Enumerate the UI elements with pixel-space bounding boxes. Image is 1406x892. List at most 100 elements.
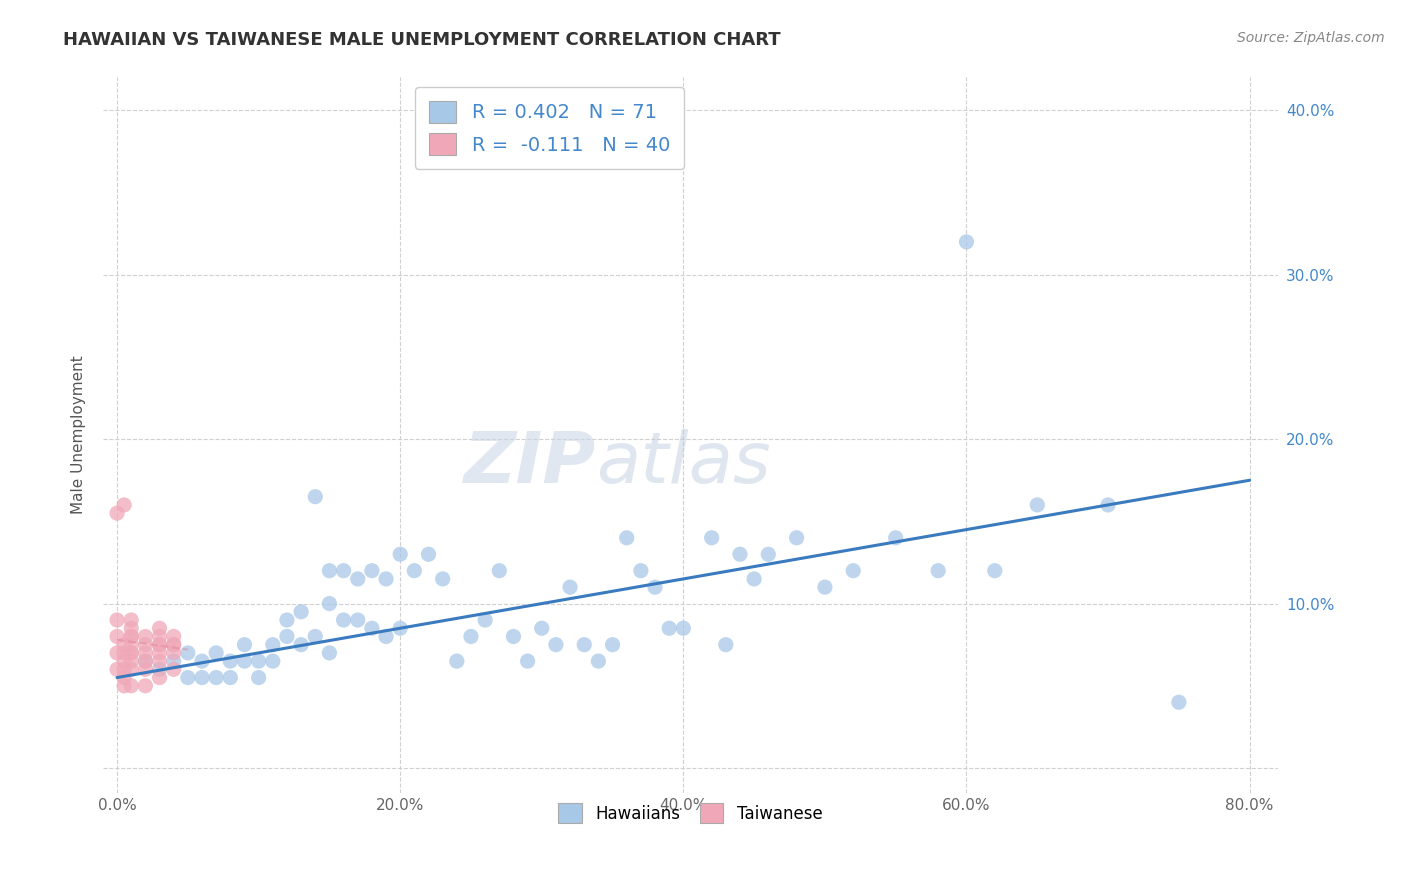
Point [927, 564, 949, 578]
Point [105, 646, 128, 660]
Point [120, 630, 142, 644]
Point [658, 621, 681, 635]
Point [120, 646, 142, 660]
Point [544, 638, 567, 652]
Point [105, 630, 128, 644]
Point [105, 613, 128, 627]
Point [446, 654, 468, 668]
Point [105, 506, 128, 520]
Point [163, 662, 186, 676]
Point [112, 638, 135, 652]
Point [177, 671, 200, 685]
Point [205, 646, 228, 660]
Point [700, 531, 723, 545]
Point [163, 638, 186, 652]
Point [120, 638, 142, 652]
Point [1026, 498, 1049, 512]
Point [148, 662, 170, 676]
Point [346, 572, 368, 586]
Point [134, 654, 156, 668]
Point [112, 679, 135, 693]
Point [460, 630, 482, 644]
Point [742, 572, 765, 586]
Point [318, 597, 340, 611]
Point [290, 605, 312, 619]
Point [558, 580, 581, 594]
Point [112, 498, 135, 512]
Point [361, 621, 384, 635]
Point [361, 564, 384, 578]
Point [814, 580, 837, 594]
Point [219, 671, 242, 685]
Point [375, 630, 398, 644]
Point [346, 613, 368, 627]
Point [502, 630, 524, 644]
Point [304, 630, 326, 644]
Point [120, 646, 142, 660]
Point [134, 679, 156, 693]
Point [332, 613, 354, 627]
Point [120, 679, 142, 693]
Point [163, 630, 186, 644]
Point [432, 572, 454, 586]
Point [304, 490, 326, 504]
Point [148, 621, 170, 635]
Point [418, 547, 440, 561]
Point [290, 638, 312, 652]
Point [262, 638, 284, 652]
Point [728, 547, 751, 561]
Point [191, 654, 214, 668]
Point [148, 638, 170, 652]
Point [134, 654, 156, 668]
Point [672, 621, 695, 635]
Point [219, 654, 242, 668]
Point [134, 630, 156, 644]
Point [112, 671, 135, 685]
Legend: Hawaiians, Taiwanese: Hawaiians, Taiwanese [547, 792, 834, 834]
Point [955, 235, 977, 249]
Point [247, 654, 270, 668]
Point [120, 613, 142, 627]
Text: Source: ZipAtlas.com: Source: ZipAtlas.com [1237, 31, 1385, 45]
Point [574, 638, 596, 652]
Point [191, 671, 214, 685]
Point [404, 564, 426, 578]
Point [714, 638, 737, 652]
Point [233, 638, 256, 652]
Point [276, 613, 298, 627]
Point [332, 564, 354, 578]
Point [148, 671, 170, 685]
Point [247, 671, 270, 685]
Point [375, 572, 398, 586]
Point [530, 621, 553, 635]
Point [318, 564, 340, 578]
Point [488, 564, 510, 578]
Point [134, 638, 156, 652]
Point [786, 531, 808, 545]
Point [148, 646, 170, 660]
Point [134, 646, 156, 660]
Point [262, 654, 284, 668]
Point [120, 621, 142, 635]
Point [644, 580, 666, 594]
Point [588, 654, 610, 668]
Point [389, 621, 412, 635]
Point [630, 564, 652, 578]
Point [120, 630, 142, 644]
Point [148, 638, 170, 652]
Point [474, 613, 496, 627]
Text: HAWAIIAN VS TAIWANESE MALE UNEMPLOYMENT CORRELATION CHART: HAWAIIAN VS TAIWANESE MALE UNEMPLOYMENT … [63, 31, 780, 49]
Point [105, 662, 128, 676]
Point [1167, 695, 1189, 709]
Point [616, 531, 638, 545]
Point [984, 564, 1007, 578]
Point [233, 654, 256, 668]
Y-axis label: Male Unemployment: Male Unemployment [72, 356, 86, 515]
Point [120, 654, 142, 668]
Point [1097, 498, 1119, 512]
Text: atlas: atlas [596, 429, 770, 498]
Point [276, 630, 298, 644]
Text: ZIP: ZIP [464, 429, 596, 498]
Point [163, 638, 186, 652]
Point [112, 662, 135, 676]
